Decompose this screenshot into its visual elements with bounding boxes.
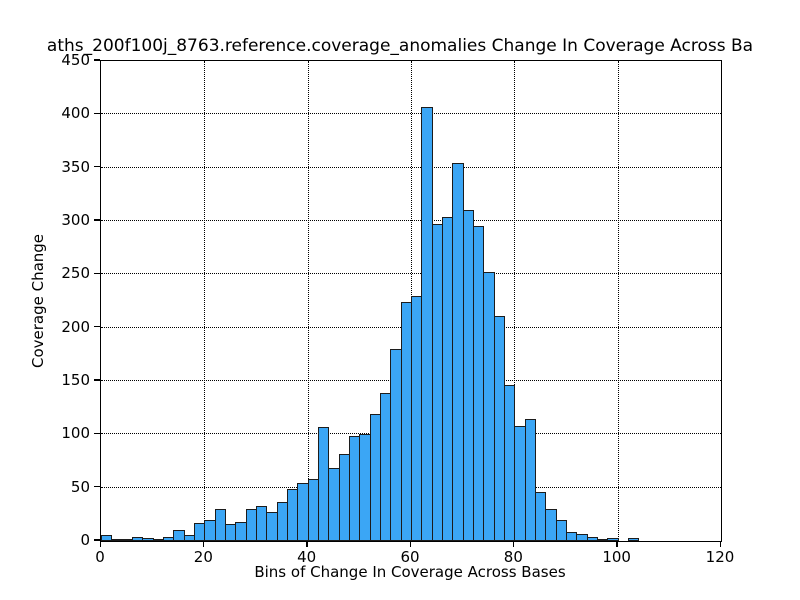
histogram-bar <box>628 537 640 541</box>
y-tick-mark <box>94 272 100 275</box>
x-tick-mark <box>616 541 618 547</box>
x-tick-mark <box>512 541 515 547</box>
histogram-bar <box>607 537 619 541</box>
x-tick-label: 100 <box>602 548 631 566</box>
vertical-gridline <box>617 61 619 541</box>
y-tick-label: 400 <box>61 104 90 123</box>
y-tick-label: 150 <box>61 371 90 389</box>
y-tick-label: 250 <box>61 264 90 283</box>
y-tick-mark <box>94 59 100 61</box>
x-tick-label: 0 <box>95 548 105 566</box>
y-tick-label: 0 <box>80 531 90 549</box>
x-tick-label: 60 <box>400 548 420 566</box>
y-tick-mark <box>94 219 100 221</box>
chart-title: aths_200f100j_8763.reference.coverage_an… <box>46 36 754 56</box>
vertical-gridline <box>307 61 309 541</box>
y-tick-mark <box>94 379 100 381</box>
y-tick-label: 300 <box>61 211 90 229</box>
histogram-bar <box>586 536 598 541</box>
plot-area <box>100 60 722 542</box>
y-tick-mark <box>94 165 100 168</box>
y-tick-label: 450 <box>61 51 90 69</box>
y-tick-label: 100 <box>61 424 90 443</box>
x-tick-mark <box>409 541 411 547</box>
x-axis-label: Bins of Change In Coverage Across Bases <box>254 563 566 581</box>
y-tick-mark <box>94 432 100 435</box>
x-tick-label: 40 <box>297 548 317 566</box>
y-tick-mark <box>94 325 100 328</box>
y-tick-label: 350 <box>61 157 90 176</box>
y-tick-label: 200 <box>61 317 90 336</box>
vertical-gridline <box>514 61 516 541</box>
x-tick-label: 80 <box>503 548 523 566</box>
histogram-bar <box>524 419 536 541</box>
histogram-bar <box>101 534 113 541</box>
x-tick-mark <box>719 541 721 547</box>
y-tick-mark <box>94 485 100 488</box>
y-tick-mark <box>94 112 100 115</box>
vertical-gridline <box>204 61 206 541</box>
x-tick-label: 20 <box>193 548 213 566</box>
y-tick-label: 50 <box>70 477 90 496</box>
x-tick-mark <box>99 541 101 547</box>
y-tick-mark <box>94 539 100 541</box>
x-tick-label: 120 <box>705 548 735 566</box>
y-axis-label: Coverage Change <box>29 233 47 369</box>
histogram-bar <box>555 519 567 541</box>
x-tick-mark <box>306 541 308 547</box>
x-tick-mark <box>202 541 205 547</box>
